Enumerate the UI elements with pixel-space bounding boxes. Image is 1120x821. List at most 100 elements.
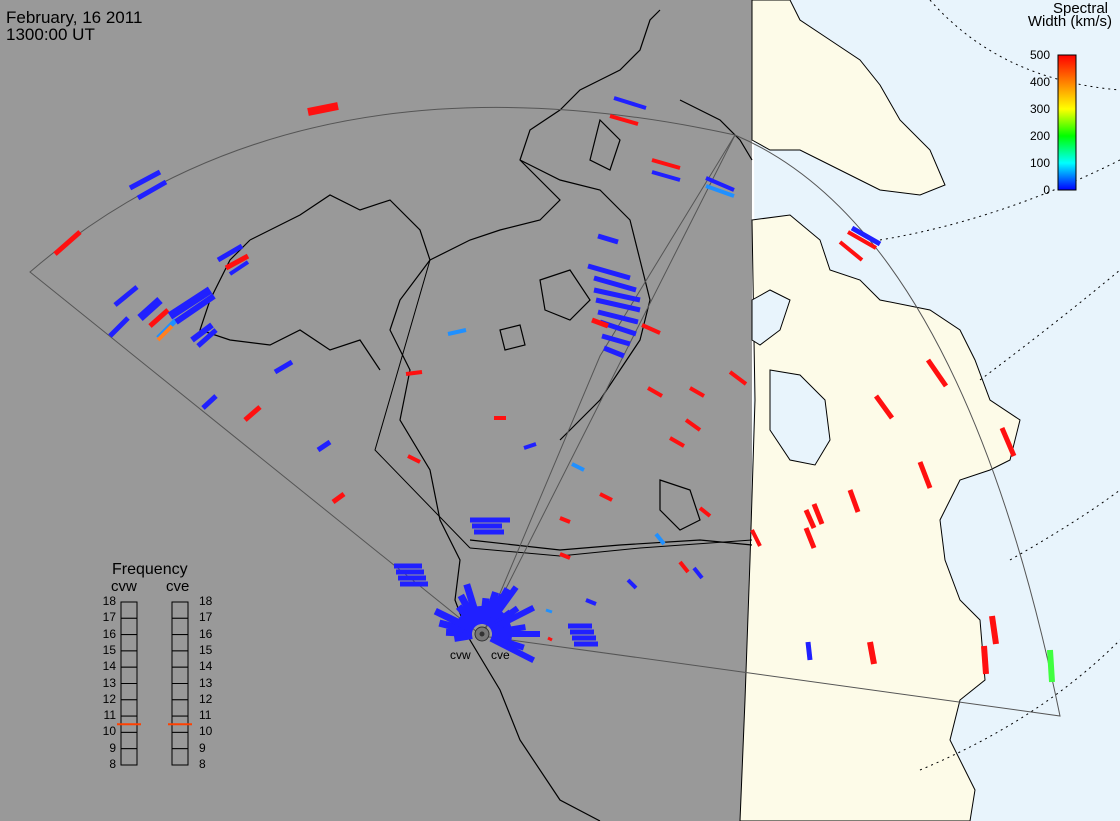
frequency-cell	[120, 731, 138, 750]
day-land-quebec	[739, 214, 1021, 821]
day-land-greenland	[751, 0, 946, 196]
radar-echo	[148, 308, 170, 328]
field-of-view	[29, 106, 1061, 717]
coastlines	[199, 9, 753, 821]
day-land-lake	[769, 369, 831, 466]
radar-echo	[651, 170, 681, 182]
radar-echo	[678, 560, 690, 574]
radar-echo	[243, 405, 262, 422]
radar-echo	[999, 427, 1017, 457]
frequency-tick-label: 13	[102, 675, 116, 690]
frequency-tick-label: 14	[102, 659, 116, 674]
colorbar-tick-label: 400	[1029, 75, 1050, 89]
radar-echo	[647, 386, 663, 398]
radar-echo	[805, 641, 813, 661]
radar-echo	[698, 506, 712, 518]
radar-echo	[591, 317, 609, 329]
frequency-cell	[120, 666, 138, 685]
radar-echo	[201, 394, 218, 410]
colorbar-title-line1: Spectral	[1052, 0, 1108, 17]
frequency-tick-label: 17	[199, 610, 213, 625]
radar-echo	[224, 253, 250, 271]
radar-echo	[523, 442, 537, 450]
frequency-cell	[171, 683, 189, 701]
radar-echo	[728, 370, 748, 386]
radar-echo	[196, 328, 218, 348]
radar-echo	[626, 578, 638, 590]
borders	[374, 259, 753, 557]
frequency-tick-label: 11	[103, 708, 116, 723]
radar-echo	[847, 489, 861, 513]
radar-echo	[587, 263, 631, 281]
radar-echo	[331, 491, 346, 505]
radar-echo	[136, 179, 168, 201]
radar-echo	[597, 309, 639, 325]
frequency-tick-label: 16	[102, 626, 116, 641]
frequency-cell	[120, 748, 138, 766]
frequency-tick-label: 8	[109, 757, 116, 771]
radar-echo	[873, 394, 895, 420]
radar-echo	[216, 243, 244, 263]
radar-echo	[803, 527, 817, 549]
radar-echo	[190, 322, 214, 343]
radar-echo	[595, 297, 641, 313]
frequency-cell	[171, 634, 189, 652]
radar-echo	[705, 176, 735, 192]
frequency-tick-label: 13	[199, 675, 213, 690]
radar-echo	[989, 615, 999, 645]
radar-echo	[651, 158, 681, 170]
radar-echo	[571, 462, 585, 472]
frequency-cell	[120, 601, 138, 619]
frequency-cell	[171, 699, 189, 717]
frequency-cell	[171, 666, 189, 685]
radar-echo	[407, 454, 421, 464]
day-land-hudson-east	[751, 289, 791, 346]
radar-echo	[593, 287, 641, 303]
radar-echo	[867, 641, 877, 665]
frequency-label-cvw: cvw	[111, 578, 137, 595]
frequency-tick-label: 9	[109, 740, 116, 755]
radar-echo	[307, 102, 339, 116]
colorbar-tick-label: 300	[1029, 102, 1050, 116]
radar-echo	[609, 114, 639, 126]
radar-echo	[641, 323, 661, 335]
frequency-tick-label: 18	[199, 594, 213, 608]
radar-echoes	[53, 96, 1055, 683]
radar-echo	[113, 285, 139, 307]
radar-echo	[108, 316, 130, 338]
frequency-tick-label: 18	[102, 594, 116, 608]
radar-label-cvw: cvw	[450, 648, 471, 662]
radar-echo	[585, 598, 597, 606]
radar-echo	[613, 96, 647, 110]
radar-echo	[850, 225, 882, 247]
radar-echo	[128, 169, 162, 191]
radar-echo	[174, 293, 216, 325]
radar-echo	[593, 275, 637, 293]
frequency-cell	[120, 650, 138, 668]
radar-echo	[692, 566, 704, 580]
radar-echo	[447, 328, 467, 336]
frequency-cell	[120, 617, 138, 636]
latitude-arcs	[879, 0, 1120, 771]
radar-echo	[53, 230, 82, 256]
frequency-cell	[171, 748, 189, 766]
radar-echo	[803, 508, 817, 530]
radar-echo	[750, 529, 762, 547]
radar-echo	[838, 240, 864, 262]
plot-date: February, 16 2011	[6, 8, 143, 27]
frequency-tick-label: 16	[199, 626, 213, 641]
frequency-cell	[171, 601, 189, 619]
radar-echo	[547, 636, 553, 642]
radar-site-dot	[479, 631, 485, 637]
frequency-tick-label: 17	[102, 610, 116, 625]
radar-label-cve: cve	[491, 648, 510, 662]
radar-echo	[273, 359, 294, 375]
radar-echo	[705, 184, 735, 198]
radar-echo	[925, 358, 949, 388]
radar-echo	[489, 635, 536, 664]
frequency-tick-label: 15	[199, 642, 213, 657]
radar-echo	[981, 645, 989, 675]
radar-echo	[559, 516, 571, 524]
radar-echo	[316, 439, 332, 453]
